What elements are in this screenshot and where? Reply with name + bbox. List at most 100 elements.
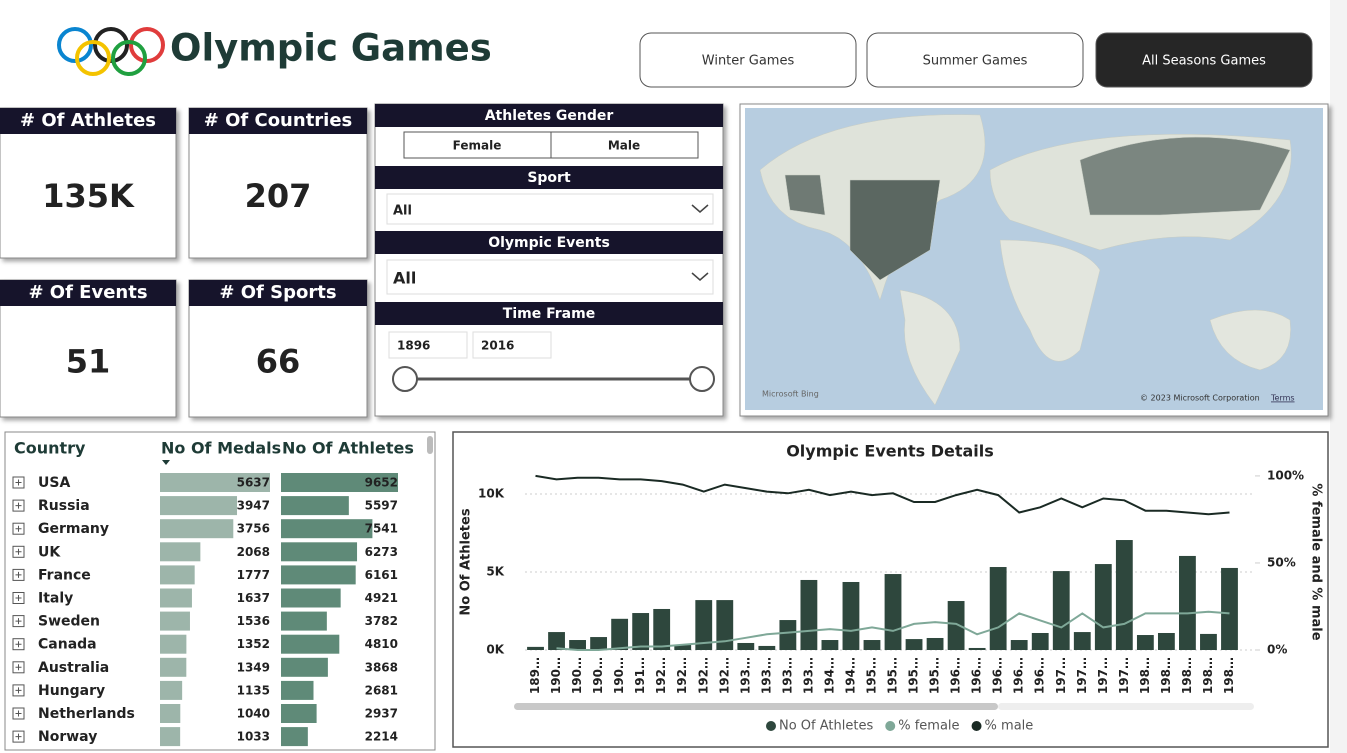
medals-value: 2068: [237, 545, 270, 559]
medals-value: 1637: [237, 591, 270, 605]
bar: [1073, 632, 1091, 650]
medals-bar: [160, 473, 270, 492]
bar: [947, 601, 965, 650]
year-box[interactable]: [472, 331, 552, 359]
filter-header: [375, 302, 723, 325]
bar: [758, 645, 776, 650]
bar: [611, 618, 629, 650]
bar: [737, 642, 755, 650]
gender-option[interactable]: [550, 131, 699, 159]
country-name: Italy: [38, 591, 73, 607]
x-tick-label: 198…: [1138, 657, 1152, 694]
table-header: No Of Medals: [161, 439, 281, 458]
filter-title: Athletes Gender: [485, 108, 614, 124]
country-name: Canada: [38, 637, 97, 653]
athletes-bar: [281, 657, 328, 677]
bar: [527, 646, 544, 650]
medals-value: 1536: [237, 614, 270, 628]
slider-handle[interactable]: [392, 366, 418, 392]
chart-scrollbar: [514, 703, 998, 710]
nav-button-label: All Seasons Games: [1142, 54, 1266, 69]
map-land: [899, 289, 961, 406]
kpi-header: [189, 280, 367, 306]
x-tick-label: 192…: [717, 657, 731, 694]
x-tick-label: 189…: [528, 657, 542, 694]
bar: [800, 579, 818, 650]
bar: [1179, 555, 1196, 650]
nav-button[interactable]: [1095, 32, 1313, 88]
bar: [548, 632, 565, 650]
medals-bar: [160, 657, 187, 677]
filter-header: [375, 166, 723, 189]
athletes-value: 7541: [365, 522, 398, 536]
legend-label: % male: [985, 719, 1034, 734]
x-tick-label: 190…: [591, 657, 605, 694]
medals-value: 3756: [237, 522, 270, 536]
medals-bar: [160, 611, 190, 631]
y2-tick-label: 100%: [1267, 468, 1304, 482]
athletes-value: 6161: [365, 568, 398, 582]
nav-button[interactable]: [866, 32, 1084, 88]
map-land: [784, 174, 826, 216]
table-header: Country: [14, 439, 86, 458]
legend-swatch: [766, 721, 776, 731]
slider-handle[interactable]: [689, 366, 715, 392]
athletes-bar: [281, 611, 327, 631]
medals-bar: [160, 519, 234, 539]
year-value: 1896: [397, 339, 430, 353]
nav-button[interactable]: [639, 32, 857, 88]
bar: [821, 640, 839, 650]
x-tick-label: 198…: [1159, 657, 1173, 694]
bar: [989, 567, 1007, 650]
athletes-bar: [281, 727, 308, 747]
gender-option-label: Female: [453, 139, 502, 153]
kpi-value: 135K: [42, 177, 135, 215]
bar: [674, 645, 692, 650]
legend-label: % female: [898, 719, 959, 734]
x-tick-label: 193…: [801, 657, 815, 694]
dropdown[interactable]: [386, 259, 714, 295]
kpi-label: # Of Athletes: [20, 110, 156, 131]
y2-tick-label: 50%: [1267, 555, 1296, 569]
athletes-value: 2937: [365, 707, 398, 721]
map-land: [999, 239, 1101, 362]
athletes-value: 5597: [365, 499, 398, 513]
athletes-bar: [281, 565, 356, 585]
bar: [716, 600, 734, 650]
bar: [632, 613, 650, 650]
dropdown-value: All: [393, 269, 416, 288]
kpi-label: # Of Events: [28, 282, 147, 303]
x-tick-label: 193…: [780, 657, 794, 694]
medals-bar: [160, 496, 238, 516]
athletes-value: 3782: [365, 614, 398, 628]
legend-swatch: [885, 721, 896, 731]
x-tick-label: 197…: [1096, 657, 1110, 694]
x-tick-label: 196…: [970, 657, 984, 694]
expand-plus: [15, 710, 22, 717]
kpi-header: [0, 280, 176, 306]
chart-scroll-track: [998, 703, 1254, 710]
x-tick-label: 195…: [864, 657, 878, 694]
bar: [968, 647, 986, 650]
bar: [590, 637, 608, 650]
kpi-value: 66: [256, 343, 301, 381]
country-name: UK: [38, 544, 61, 560]
bar: [842, 581, 860, 650]
bar: [1115, 540, 1133, 650]
x-tick-label: 192…: [696, 657, 710, 694]
x-tick-label: 197…: [1054, 657, 1068, 694]
medals-value: 1349: [237, 660, 270, 674]
x-tick-label: 198…: [1180, 657, 1194, 694]
dropdown-value: All: [393, 204, 412, 219]
medals-bar: [160, 704, 181, 723]
year-box[interactable]: [388, 331, 468, 359]
kpi-label: # Of Sports: [219, 282, 336, 303]
dropdown[interactable]: [386, 193, 714, 225]
x-tick-label: 193…: [759, 657, 773, 694]
gender-option[interactable]: [403, 131, 552, 159]
expand-plus: [15, 733, 22, 740]
page-title: Olympic Games: [170, 27, 492, 70]
medals-value: 1033: [237, 730, 270, 744]
x-tick-label: 190…: [549, 657, 563, 694]
country-name: Sweden: [38, 614, 100, 630]
